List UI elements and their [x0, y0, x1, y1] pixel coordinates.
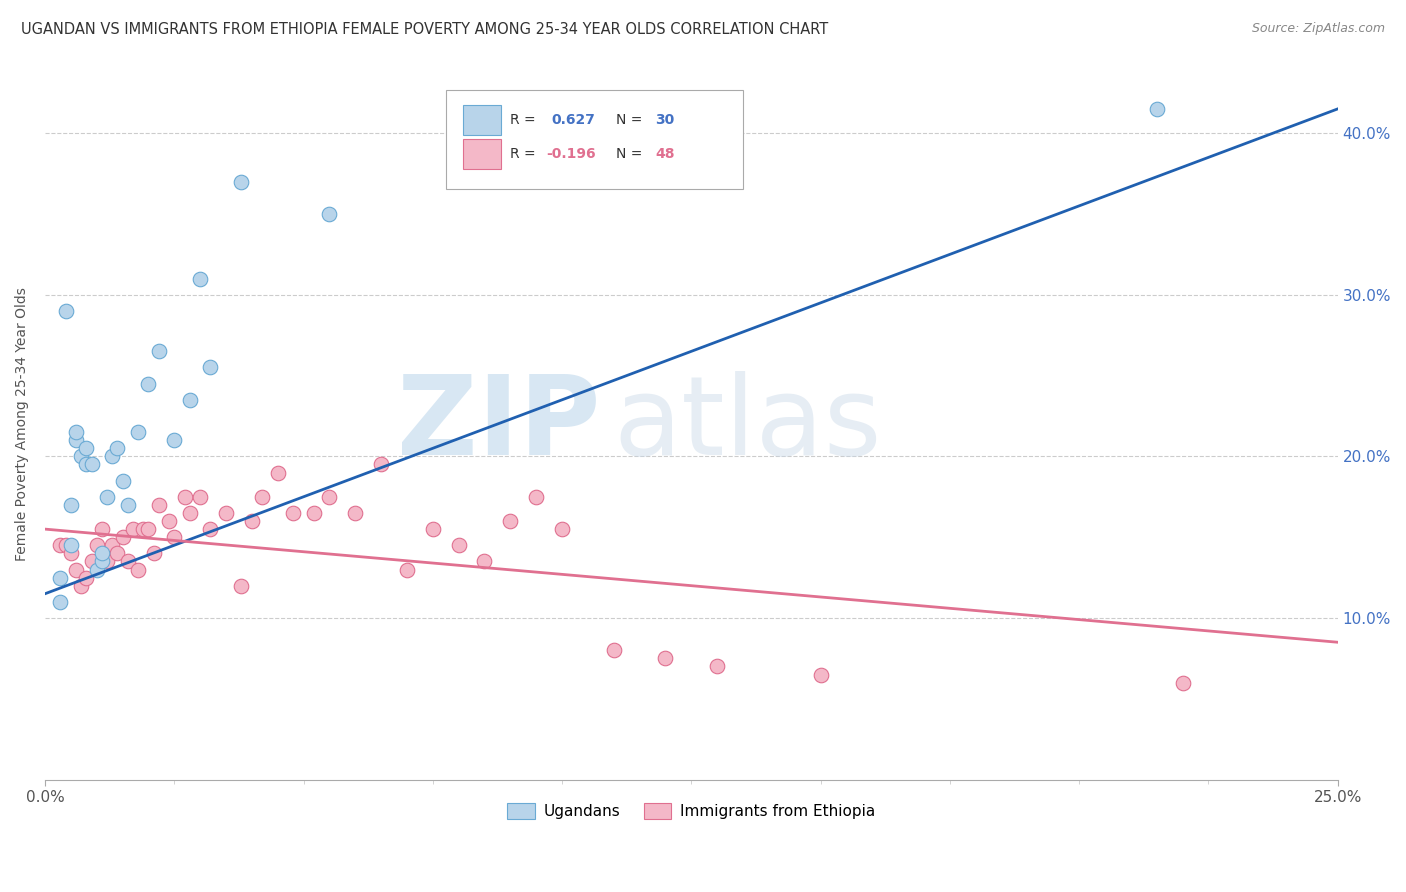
Text: R =: R = — [510, 113, 540, 128]
Text: UGANDAN VS IMMIGRANTS FROM ETHIOPIA FEMALE POVERTY AMONG 25-34 YEAR OLDS CORRELA: UGANDAN VS IMMIGRANTS FROM ETHIOPIA FEMA… — [21, 22, 828, 37]
Ugandans — [90, 546, 112, 560]
Immigrants from Ethiopia — [706, 659, 728, 673]
Ugandans — [49, 571, 72, 585]
Immigrants from Ethiopia — [551, 522, 574, 536]
Text: 30: 30 — [655, 113, 675, 128]
Ugandans — [138, 376, 160, 391]
Immigrants from Ethiopia — [163, 530, 186, 544]
Immigrants from Ethiopia — [810, 667, 832, 681]
Immigrants from Ethiopia — [250, 490, 273, 504]
Ugandans — [59, 538, 82, 552]
Immigrants from Ethiopia — [215, 506, 238, 520]
Immigrants from Ethiopia — [173, 490, 195, 504]
Ugandans — [163, 434, 186, 448]
Text: -0.196: -0.196 — [547, 147, 596, 161]
Immigrants from Ethiopia — [240, 514, 263, 528]
Ugandans — [231, 175, 253, 189]
Ugandans — [127, 425, 149, 439]
FancyBboxPatch shape — [463, 139, 502, 169]
Immigrants from Ethiopia — [499, 514, 522, 528]
Ugandans — [148, 344, 170, 359]
Text: atlas: atlas — [614, 370, 882, 477]
Ugandans — [96, 490, 118, 504]
Immigrants from Ethiopia — [422, 522, 444, 536]
Ugandans — [86, 562, 108, 576]
Immigrants from Ethiopia — [654, 651, 676, 665]
Immigrants from Ethiopia — [122, 522, 145, 536]
FancyBboxPatch shape — [463, 105, 502, 136]
Ugandans — [55, 304, 77, 318]
Immigrants from Ethiopia — [90, 522, 112, 536]
Text: N =: N = — [616, 147, 647, 161]
Text: R =: R = — [510, 147, 540, 161]
FancyBboxPatch shape — [446, 90, 742, 189]
Ugandans — [1146, 102, 1168, 116]
Immigrants from Ethiopia — [65, 562, 87, 576]
Immigrants from Ethiopia — [70, 579, 93, 593]
Text: 48: 48 — [655, 147, 675, 161]
Ugandans — [101, 450, 124, 464]
Ugandans — [75, 458, 97, 472]
Ugandans — [59, 498, 82, 512]
Ugandans — [105, 442, 128, 456]
Immigrants from Ethiopia — [283, 506, 305, 520]
Immigrants from Ethiopia — [302, 506, 325, 520]
Immigrants from Ethiopia — [266, 466, 288, 480]
Immigrants from Ethiopia — [59, 546, 82, 560]
Ugandans — [188, 271, 211, 285]
Immigrants from Ethiopia — [474, 554, 496, 568]
Immigrants from Ethiopia — [231, 579, 253, 593]
Immigrants from Ethiopia — [127, 562, 149, 576]
Immigrants from Ethiopia — [138, 522, 160, 536]
Immigrants from Ethiopia — [105, 546, 128, 560]
Immigrants from Ethiopia — [75, 571, 97, 585]
Text: 0.627: 0.627 — [551, 113, 596, 128]
Ugandans — [49, 595, 72, 609]
Immigrants from Ethiopia — [1171, 675, 1194, 690]
Immigrants from Ethiopia — [49, 538, 72, 552]
Immigrants from Ethiopia — [55, 538, 77, 552]
Legend: Ugandans, Immigrants from Ethiopia: Ugandans, Immigrants from Ethiopia — [501, 797, 882, 825]
Immigrants from Ethiopia — [188, 490, 211, 504]
Ugandans — [499, 110, 522, 124]
Immigrants from Ethiopia — [370, 458, 392, 472]
Y-axis label: Female Poverty Among 25-34 Year Olds: Female Poverty Among 25-34 Year Olds — [15, 287, 30, 561]
Immigrants from Ethiopia — [157, 514, 180, 528]
Immigrants from Ethiopia — [179, 506, 201, 520]
Ugandans — [90, 554, 112, 568]
Ugandans — [80, 458, 103, 472]
Ugandans — [75, 442, 97, 456]
Immigrants from Ethiopia — [344, 506, 367, 520]
Immigrants from Ethiopia — [148, 498, 170, 512]
Ugandans — [65, 425, 87, 439]
Ugandans — [111, 474, 134, 488]
Immigrants from Ethiopia — [86, 538, 108, 552]
Immigrants from Ethiopia — [603, 643, 626, 657]
Ugandans — [117, 498, 139, 512]
Immigrants from Ethiopia — [96, 554, 118, 568]
Immigrants from Ethiopia — [101, 538, 124, 552]
Immigrants from Ethiopia — [318, 490, 340, 504]
Immigrants from Ethiopia — [80, 554, 103, 568]
Immigrants from Ethiopia — [142, 546, 165, 560]
Immigrants from Ethiopia — [395, 562, 418, 576]
Ugandans — [65, 434, 87, 448]
Immigrants from Ethiopia — [524, 490, 547, 504]
Text: ZIP: ZIP — [398, 370, 600, 477]
Ugandans — [318, 207, 340, 221]
Text: Source: ZipAtlas.com: Source: ZipAtlas.com — [1251, 22, 1385, 36]
Immigrants from Ethiopia — [117, 554, 139, 568]
Ugandans — [179, 392, 201, 407]
Ugandans — [200, 360, 222, 375]
Immigrants from Ethiopia — [447, 538, 470, 552]
Immigrants from Ethiopia — [132, 522, 155, 536]
Text: N =: N = — [616, 113, 647, 128]
Immigrants from Ethiopia — [200, 522, 222, 536]
Immigrants from Ethiopia — [111, 530, 134, 544]
Ugandans — [70, 450, 93, 464]
